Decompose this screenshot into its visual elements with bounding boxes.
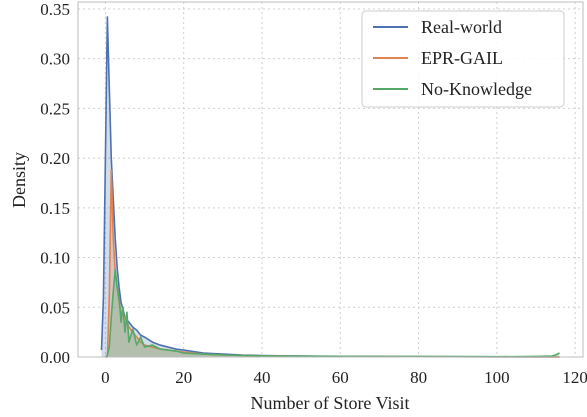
y-axis-ticks: 0.00 0.05 0.10 0.15 0.20 0.25 0.30 0.35 [40, 0, 70, 367]
x-tick-label: 60 [332, 368, 349, 387]
x-tick-label: 80 [410, 368, 427, 387]
y-tick-label: 0.20 [40, 149, 70, 168]
legend-box [361, 10, 565, 108]
x-tick-label: 20 [175, 368, 192, 387]
legend-label-real-world: Real-world [421, 17, 502, 37]
y-tick-label: 0.10 [40, 249, 70, 268]
x-tick-label: 120 [562, 368, 587, 387]
y-tick-label: 0.05 [40, 298, 70, 317]
y-tick-label: 0.25 [40, 99, 70, 118]
x-tick-label: 0 [101, 368, 110, 387]
x-tick-label: 100 [484, 368, 510, 387]
y-tick-label: 0.15 [40, 199, 70, 218]
x-axis-label: Number of Store Visit [250, 393, 409, 413]
legend-label-no-knowledge: No-Knowledge [421, 79, 532, 99]
y-axis-label: Density [9, 152, 29, 208]
y-tick-label: 0.35 [40, 0, 70, 19]
y-tick-label: 0.00 [40, 348, 70, 367]
legend: Real-world EPR-GAIL No-Knowledge [361, 10, 565, 108]
series-area-no-knowledge [105, 269, 560, 357]
plot-frame [77, 1, 584, 358]
y-tick-label: 0.30 [40, 50, 70, 69]
legend-label-epr-gail: EPR-GAIL [421, 48, 503, 68]
x-tick-label: 40 [253, 368, 270, 387]
x-axis-ticks: 0 20 40 60 80 100 120 [101, 368, 587, 387]
